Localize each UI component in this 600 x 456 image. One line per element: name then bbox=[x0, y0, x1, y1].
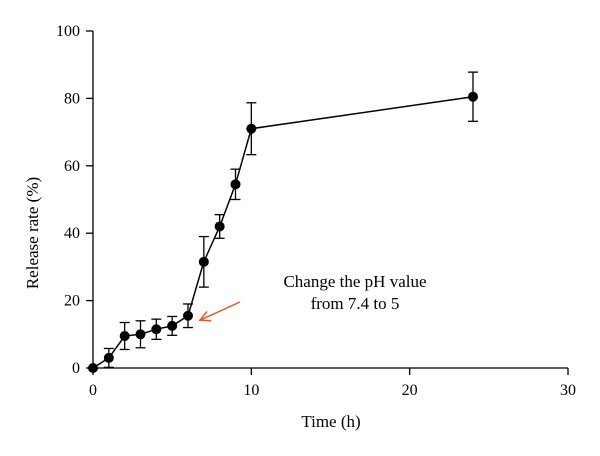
data-point bbox=[468, 91, 478, 102]
data-point bbox=[246, 123, 257, 134]
y-tick-label: 60 bbox=[64, 158, 80, 175]
y-tick-label: 0 bbox=[72, 360, 80, 377]
annotation-text: Change the pH value bbox=[283, 272, 426, 291]
annotation-text: from 7.4 to 5 bbox=[311, 294, 400, 313]
data-point bbox=[151, 324, 162, 335]
x-tick-label: 0 bbox=[89, 382, 97, 399]
series-line bbox=[92, 95, 474, 369]
x-tick-label: 10 bbox=[243, 382, 259, 399]
data-point bbox=[230, 179, 241, 190]
x-tick-label: 30 bbox=[560, 382, 576, 399]
data-point bbox=[167, 320, 178, 331]
error-bars bbox=[103, 71, 478, 368]
y-tick-label: 20 bbox=[64, 293, 80, 310]
data-point bbox=[198, 256, 209, 267]
data-point bbox=[88, 363, 98, 373]
x-tick-label: 20 bbox=[402, 382, 418, 399]
annotation: Change the pH value from 7.4 to 5 bbox=[198, 272, 427, 322]
y-axis-title: Release rate (%) bbox=[23, 177, 42, 289]
axes: 0 10 20 30 0 20 40 60 80 100 bbox=[56, 23, 576, 399]
data-point bbox=[119, 330, 130, 341]
y-tick-label: 100 bbox=[56, 23, 80, 40]
x-axis-title: Time (h) bbox=[301, 412, 360, 431]
data-point bbox=[183, 310, 193, 321]
y-tick-label: 80 bbox=[64, 90, 80, 107]
annotation-arrow bbox=[199, 301, 241, 321]
data-point bbox=[135, 329, 146, 340]
y-tick-label: 40 bbox=[64, 225, 80, 242]
data-point bbox=[214, 221, 225, 232]
data-series bbox=[88, 91, 478, 373]
data-point bbox=[103, 352, 114, 363]
arrow-head bbox=[198, 311, 212, 322]
